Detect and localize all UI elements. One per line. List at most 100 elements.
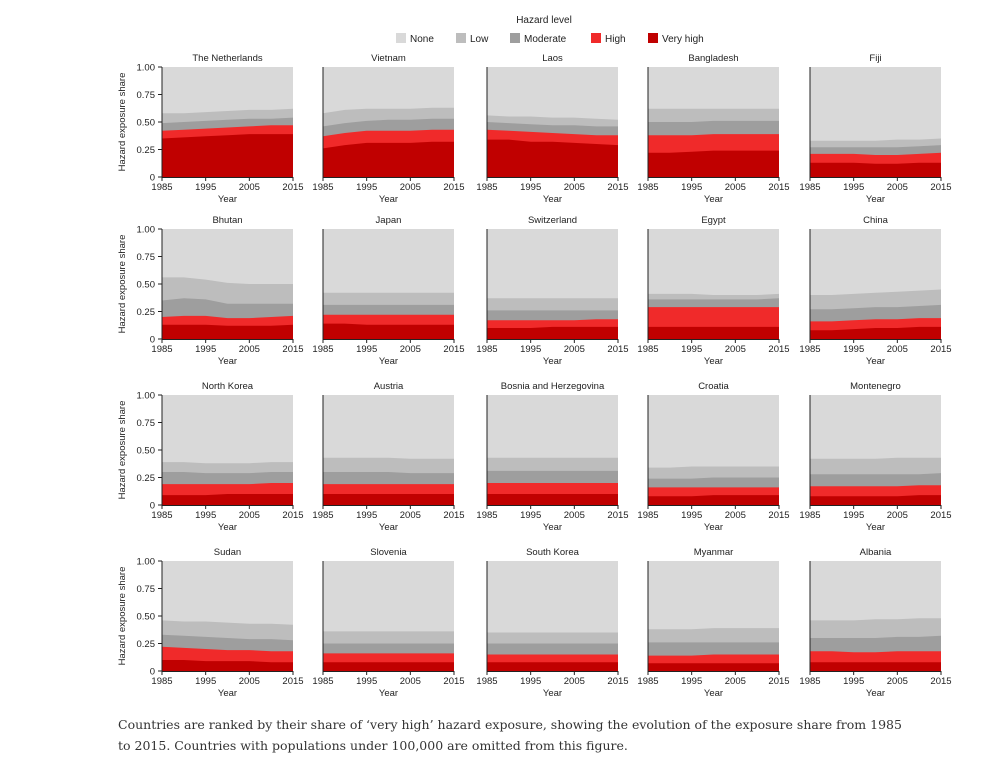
panel-title: Fiji bbox=[869, 53, 881, 64]
y-tick-label: 0.75 bbox=[137, 252, 156, 263]
x-tick-label: 1995 bbox=[356, 344, 377, 355]
x-tick-label: 1995 bbox=[681, 676, 702, 687]
area-very-high bbox=[487, 139, 618, 177]
y-tick-label: 1.00 bbox=[137, 391, 156, 402]
legend-label-high: High bbox=[605, 34, 626, 45]
x-tick-label: 1985 bbox=[637, 676, 658, 687]
x-axis-label: Year bbox=[379, 356, 398, 367]
panel-title: Montenegro bbox=[850, 381, 901, 392]
y-tick-label: 0.75 bbox=[137, 90, 156, 101]
legend-item-moderate: Moderate bbox=[510, 33, 567, 45]
area-very-high bbox=[162, 660, 293, 671]
x-tick-label: 2015 bbox=[930, 510, 951, 521]
y-tick-label: 1.00 bbox=[137, 63, 156, 74]
x-axis-label: Year bbox=[704, 688, 723, 699]
x-tick-label: 1995 bbox=[356, 676, 377, 687]
x-tick-label: 2005 bbox=[400, 344, 421, 355]
x-tick-label: 2015 bbox=[768, 182, 789, 193]
x-tick-label: 2005 bbox=[239, 182, 260, 193]
x-tick-label: 1995 bbox=[195, 676, 216, 687]
y-tick-label: 0.75 bbox=[137, 418, 156, 429]
x-tick-label: 1995 bbox=[195, 510, 216, 521]
panel-bangladesh: Bangladesh 1985 1995 2005 2015 Year bbox=[637, 53, 789, 205]
panel-north-korea: North Korea 1985 1995 2005 2015 Year 0 0.25 0.50… bbox=[117, 381, 304, 533]
area-very-high bbox=[810, 326, 941, 339]
panel-slovenia: Slovenia 1985 1995 2005 2015 Year bbox=[312, 547, 464, 699]
x-tick-label: 1985 bbox=[151, 676, 172, 687]
legend-swatch-high bbox=[591, 33, 601, 43]
x-tick-label: 1995 bbox=[356, 182, 377, 193]
x-tick-label: 1995 bbox=[681, 182, 702, 193]
x-tick-label: 2015 bbox=[768, 344, 789, 355]
x-tick-label: 2005 bbox=[725, 344, 746, 355]
panel-title: Sudan bbox=[214, 547, 241, 558]
panel-bosnia-and-herzegovina: Bosnia and Herzegovina 1985 1995 2005 2015 Ye… bbox=[476, 381, 628, 533]
area-very-high bbox=[487, 326, 618, 339]
x-axis-label: Year bbox=[218, 194, 237, 205]
x-tick-label: 1995 bbox=[843, 676, 864, 687]
area-very-high bbox=[648, 495, 779, 505]
panel-croatia: Croatia 1985 1995 2005 2015 Year bbox=[637, 381, 789, 533]
legend-swatch-low bbox=[456, 33, 466, 43]
x-tick-label: 1985 bbox=[799, 510, 820, 521]
area-very-high bbox=[487, 662, 618, 671]
area-very-high bbox=[162, 494, 293, 505]
x-axis-label: Year bbox=[704, 522, 723, 533]
x-tick-label: 2015 bbox=[768, 510, 789, 521]
x-tick-label: 2015 bbox=[282, 676, 303, 687]
area-very-high bbox=[648, 326, 779, 339]
panel-title: Switzerland bbox=[528, 215, 577, 226]
area-very-high bbox=[487, 494, 618, 505]
x-tick-label: 2015 bbox=[443, 344, 464, 355]
x-axis-label: Year bbox=[379, 194, 398, 205]
x-tick-label: 2015 bbox=[607, 344, 628, 355]
y-tick-label: 0 bbox=[150, 501, 155, 512]
y-tick-label: 0.25 bbox=[137, 473, 156, 484]
panel-south-korea: South Korea 1985 1995 2005 2015 Year bbox=[476, 547, 628, 699]
area-very-high bbox=[648, 663, 779, 671]
y-axis-label: Hazard exposure share bbox=[117, 401, 128, 500]
x-tick-label: 2005 bbox=[887, 676, 908, 687]
panel-bhutan: Bhutan 1985 1995 2005 2015 Year 0 0.25 0.50 0.75 1… bbox=[117, 215, 304, 367]
x-tick-label: 2015 bbox=[607, 182, 628, 193]
figure-caption: Countries are ranked by their share of ‘… bbox=[118, 717, 902, 753]
legend-label-very-high: Very high bbox=[662, 34, 704, 45]
panel-title: South Korea bbox=[526, 547, 580, 558]
y-tick-label: 0.50 bbox=[137, 118, 156, 129]
x-tick-label: 2015 bbox=[768, 676, 789, 687]
x-axis-label: Year bbox=[866, 688, 885, 699]
x-tick-label: 1995 bbox=[520, 182, 541, 193]
legend: Hazard level None Low Moderate High Very hig… bbox=[396, 15, 704, 45]
panel-montenegro: Montenegro 1985 1995 2005 2015 Year bbox=[799, 381, 951, 533]
area-very-high bbox=[810, 495, 941, 505]
x-tick-label: 1995 bbox=[843, 510, 864, 521]
small-multiples-chart: Hazard level None Low Moderate High Very hig… bbox=[117, 15, 952, 699]
x-axis-label: Year bbox=[704, 356, 723, 367]
x-tick-label: 2005 bbox=[725, 510, 746, 521]
panel-title: Austria bbox=[374, 381, 404, 392]
x-tick-label: 2015 bbox=[282, 510, 303, 521]
x-tick-label: 2015 bbox=[930, 182, 951, 193]
panel-laos: Laos 1985 1995 2005 2015 Year bbox=[476, 53, 628, 205]
x-axis-label: Year bbox=[218, 688, 237, 699]
panel-vietnam: Vietnam 1985 1995 2005 2015 Year bbox=[312, 53, 464, 205]
x-tick-label: 1995 bbox=[843, 344, 864, 355]
area-very-high bbox=[323, 141, 454, 177]
y-tick-label: 1.00 bbox=[137, 225, 156, 236]
x-tick-label: 1985 bbox=[799, 344, 820, 355]
x-axis-label: Year bbox=[543, 194, 562, 205]
panel-title: Bosnia and Herzegovina bbox=[501, 381, 605, 392]
legend-label-low: Low bbox=[470, 34, 489, 45]
x-tick-label: 1995 bbox=[681, 510, 702, 521]
x-axis-label: Year bbox=[379, 688, 398, 699]
x-tick-label: 2015 bbox=[607, 676, 628, 687]
x-tick-label: 2005 bbox=[239, 344, 260, 355]
x-tick-label: 2005 bbox=[400, 676, 421, 687]
panel-title: Myanmar bbox=[694, 547, 734, 558]
x-tick-label: 2005 bbox=[400, 182, 421, 193]
y-tick-label: 0.50 bbox=[137, 612, 156, 623]
y-axis-label: Hazard exposure share bbox=[117, 567, 128, 666]
x-tick-label: 1995 bbox=[520, 344, 541, 355]
x-tick-label: 2005 bbox=[725, 182, 746, 193]
x-axis-label: Year bbox=[218, 522, 237, 533]
